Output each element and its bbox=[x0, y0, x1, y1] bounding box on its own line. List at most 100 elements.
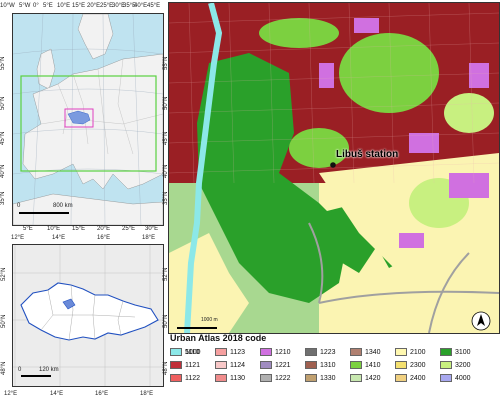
tick: 48°N bbox=[163, 361, 169, 375]
legend-code: 1340 bbox=[365, 348, 381, 356]
tick: 14°E bbox=[52, 235, 66, 241]
legend-code: 1223 bbox=[320, 348, 336, 356]
tick: 50°N bbox=[0, 96, 6, 110]
tick: 0° bbox=[33, 3, 39, 9]
legend-code: 1330 bbox=[320, 374, 336, 382]
legend-item-2400: 2400 bbox=[395, 374, 426, 382]
czech-outline bbox=[67, 110, 91, 125]
legend-code: 1130 bbox=[230, 374, 246, 382]
north-arrow-icon bbox=[471, 311, 491, 331]
legend-item-1310: 1310 bbox=[305, 361, 336, 369]
tick: 50°N bbox=[1, 314, 7, 328]
czech-map-svg bbox=[13, 245, 163, 386]
urban-atlas-svg bbox=[169, 3, 499, 333]
legend-swatch bbox=[350, 361, 362, 369]
urban-scale-label: 1000 m bbox=[201, 317, 218, 323]
czech-country-outline bbox=[20, 282, 159, 341]
tick: 10°W bbox=[0, 3, 15, 9]
tick: 40°E bbox=[134, 3, 148, 9]
legend-code: 2400 bbox=[410, 374, 426, 382]
tick: 20°E bbox=[97, 226, 111, 232]
legend-item-5000: 5000 bbox=[170, 348, 201, 356]
europe-scale-start: 0 bbox=[17, 203, 21, 209]
czech-scale-start: 0 bbox=[18, 367, 22, 373]
legend-item-1124: 1124 bbox=[215, 361, 245, 369]
vltava-river bbox=[184, 3, 223, 333]
tick: 16°E bbox=[97, 235, 111, 241]
legend-swatch bbox=[395, 361, 407, 369]
tick: 18°E bbox=[140, 391, 154, 397]
legend-swatch bbox=[350, 374, 362, 382]
tick: 12°E bbox=[4, 391, 18, 397]
legend-item-1420: 1420 bbox=[350, 374, 381, 382]
industrial-area bbox=[409, 133, 439, 153]
legend-code: 2100 bbox=[410, 348, 426, 356]
legend-item-1121: 1121 bbox=[170, 361, 200, 369]
legend-swatch bbox=[350, 348, 362, 356]
libus-station-marker bbox=[330, 162, 336, 168]
urban-atlas-map: Libuš station 1000 m bbox=[168, 2, 500, 334]
highway bbox=[318, 290, 499, 304]
urban-green-1 bbox=[339, 33, 439, 113]
legend-code: 1122 bbox=[185, 374, 201, 382]
prague-highlight bbox=[62, 298, 76, 310]
legend-swatch bbox=[440, 348, 452, 356]
legend-swatch bbox=[170, 374, 182, 382]
legend-swatch bbox=[215, 361, 227, 369]
legend-item-1222: 1222 bbox=[260, 374, 291, 382]
legend-swatch bbox=[395, 374, 407, 382]
legend-item-3100: 3100 bbox=[440, 348, 471, 356]
tick: 5°W bbox=[19, 3, 31, 9]
legend-item-1210: 1210 bbox=[260, 348, 291, 356]
europe-overview-map: 0 800 km bbox=[12, 13, 164, 226]
tick: 35°N bbox=[0, 191, 6, 205]
legend-item-1123: 1123 bbox=[215, 348, 245, 356]
legend-swatch bbox=[260, 374, 272, 382]
tick: 30°E bbox=[112, 3, 126, 9]
tick: 10°E bbox=[47, 226, 61, 232]
forest-area bbox=[197, 53, 349, 303]
legend-item-1130: 1130 bbox=[215, 374, 245, 382]
czech-scale-label: 120 km bbox=[39, 367, 59, 373]
legend-swatch bbox=[260, 361, 272, 369]
urban-atlas-extent-box bbox=[20, 75, 157, 172]
tick: 5°E bbox=[23, 226, 33, 232]
tick: 30°E bbox=[145, 226, 159, 232]
europe-scale-bar bbox=[19, 212, 69, 214]
legend: Urban Atlas 2018 code 1110 1121 1122 1123 11… bbox=[170, 333, 498, 399]
tick: 12°E bbox=[11, 235, 25, 241]
libus-station-label: Libuš station bbox=[336, 149, 399, 160]
legend-code: 2300 bbox=[410, 361, 426, 369]
legend-item-1223: 1223 bbox=[305, 348, 336, 356]
legend-item-3200: 3200 bbox=[440, 361, 471, 369]
czech-extent-box bbox=[64, 108, 94, 128]
legend-swatch bbox=[170, 348, 182, 356]
legend-code: 1410 bbox=[365, 361, 381, 369]
legend-item-1330: 1330 bbox=[305, 374, 336, 382]
tick: 16°E bbox=[95, 391, 109, 397]
legend-swatch bbox=[305, 348, 317, 356]
legend-item-4000: 4000 bbox=[440, 374, 471, 382]
legend-code: 1222 bbox=[275, 374, 291, 382]
tick: 45°E bbox=[147, 3, 161, 9]
legend-swatch bbox=[215, 374, 227, 382]
legend-code: 5000 bbox=[185, 348, 201, 356]
landmass-africa bbox=[13, 193, 163, 225]
europe-map-svg bbox=[13, 14, 163, 225]
legend-item-1410: 1410 bbox=[350, 361, 381, 369]
legend-code: 3200 bbox=[455, 361, 471, 369]
tick: 25°E bbox=[122, 226, 136, 232]
legend-swatch bbox=[215, 348, 227, 356]
czech-map: 0 120 km bbox=[12, 244, 164, 387]
legend-code: 4000 bbox=[455, 374, 471, 382]
legend-swatch bbox=[170, 361, 182, 369]
tick: 5°E bbox=[43, 3, 53, 9]
legend-code: 1310 bbox=[320, 361, 336, 369]
tick: 48°N bbox=[1, 361, 7, 375]
tick: 14°E bbox=[50, 391, 64, 397]
tick: 25°E bbox=[100, 3, 114, 9]
tick: 40°N bbox=[0, 164, 6, 178]
legend-swatch bbox=[440, 374, 452, 382]
legend-code: 1124 bbox=[230, 361, 246, 369]
tick: 35°E bbox=[123, 3, 137, 9]
